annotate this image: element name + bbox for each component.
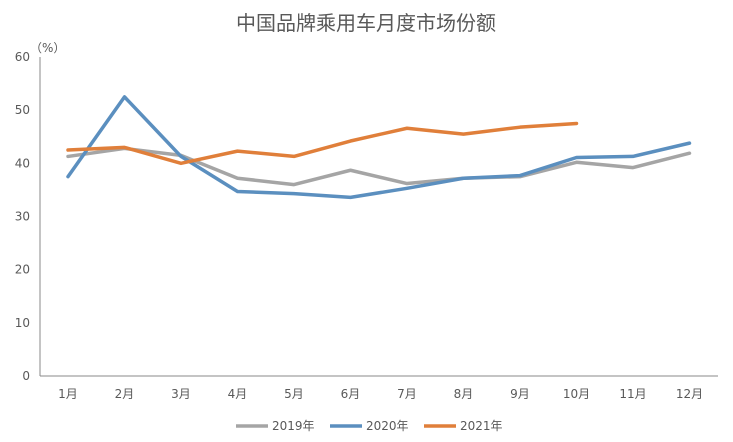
x-tick-label: 3月	[171, 387, 191, 401]
legend-label: 2021年	[460, 419, 503, 433]
y-tick-label: 40	[15, 156, 30, 170]
x-tick-label: 8月	[454, 387, 474, 401]
y-tick-label: 20	[15, 263, 30, 277]
x-tick-label: 5月	[284, 387, 304, 401]
y-tick-label: 30	[15, 210, 30, 224]
series-line-2019年	[66, 146, 692, 187]
x-tick-label: 10月	[563, 387, 590, 401]
y-tick-label: 60	[15, 50, 30, 64]
series-line-2021年	[66, 121, 579, 166]
series-line-2020年	[66, 95, 692, 200]
chart-title: 中国品牌乘用车月度市场份额	[236, 11, 496, 35]
x-tick-label: 11月	[619, 387, 646, 401]
y-tick-label: 50	[15, 103, 30, 117]
x-tick-label: 2月	[115, 387, 135, 401]
y-tick-label: 10	[15, 316, 30, 330]
y-axis-label: （%）	[30, 41, 65, 55]
x-tick-label: 9月	[510, 387, 530, 401]
legend-label: 2019年	[272, 419, 315, 433]
x-tick-label: 6月	[341, 387, 361, 401]
y-tick-label: 0	[22, 369, 30, 383]
x-tick-label: 7月	[397, 387, 417, 401]
x-tick-label: 1月	[58, 387, 78, 401]
x-tick-label: 12月	[676, 387, 703, 401]
x-tick-label: 4月	[228, 387, 248, 401]
legend-label: 2020年	[366, 419, 409, 433]
